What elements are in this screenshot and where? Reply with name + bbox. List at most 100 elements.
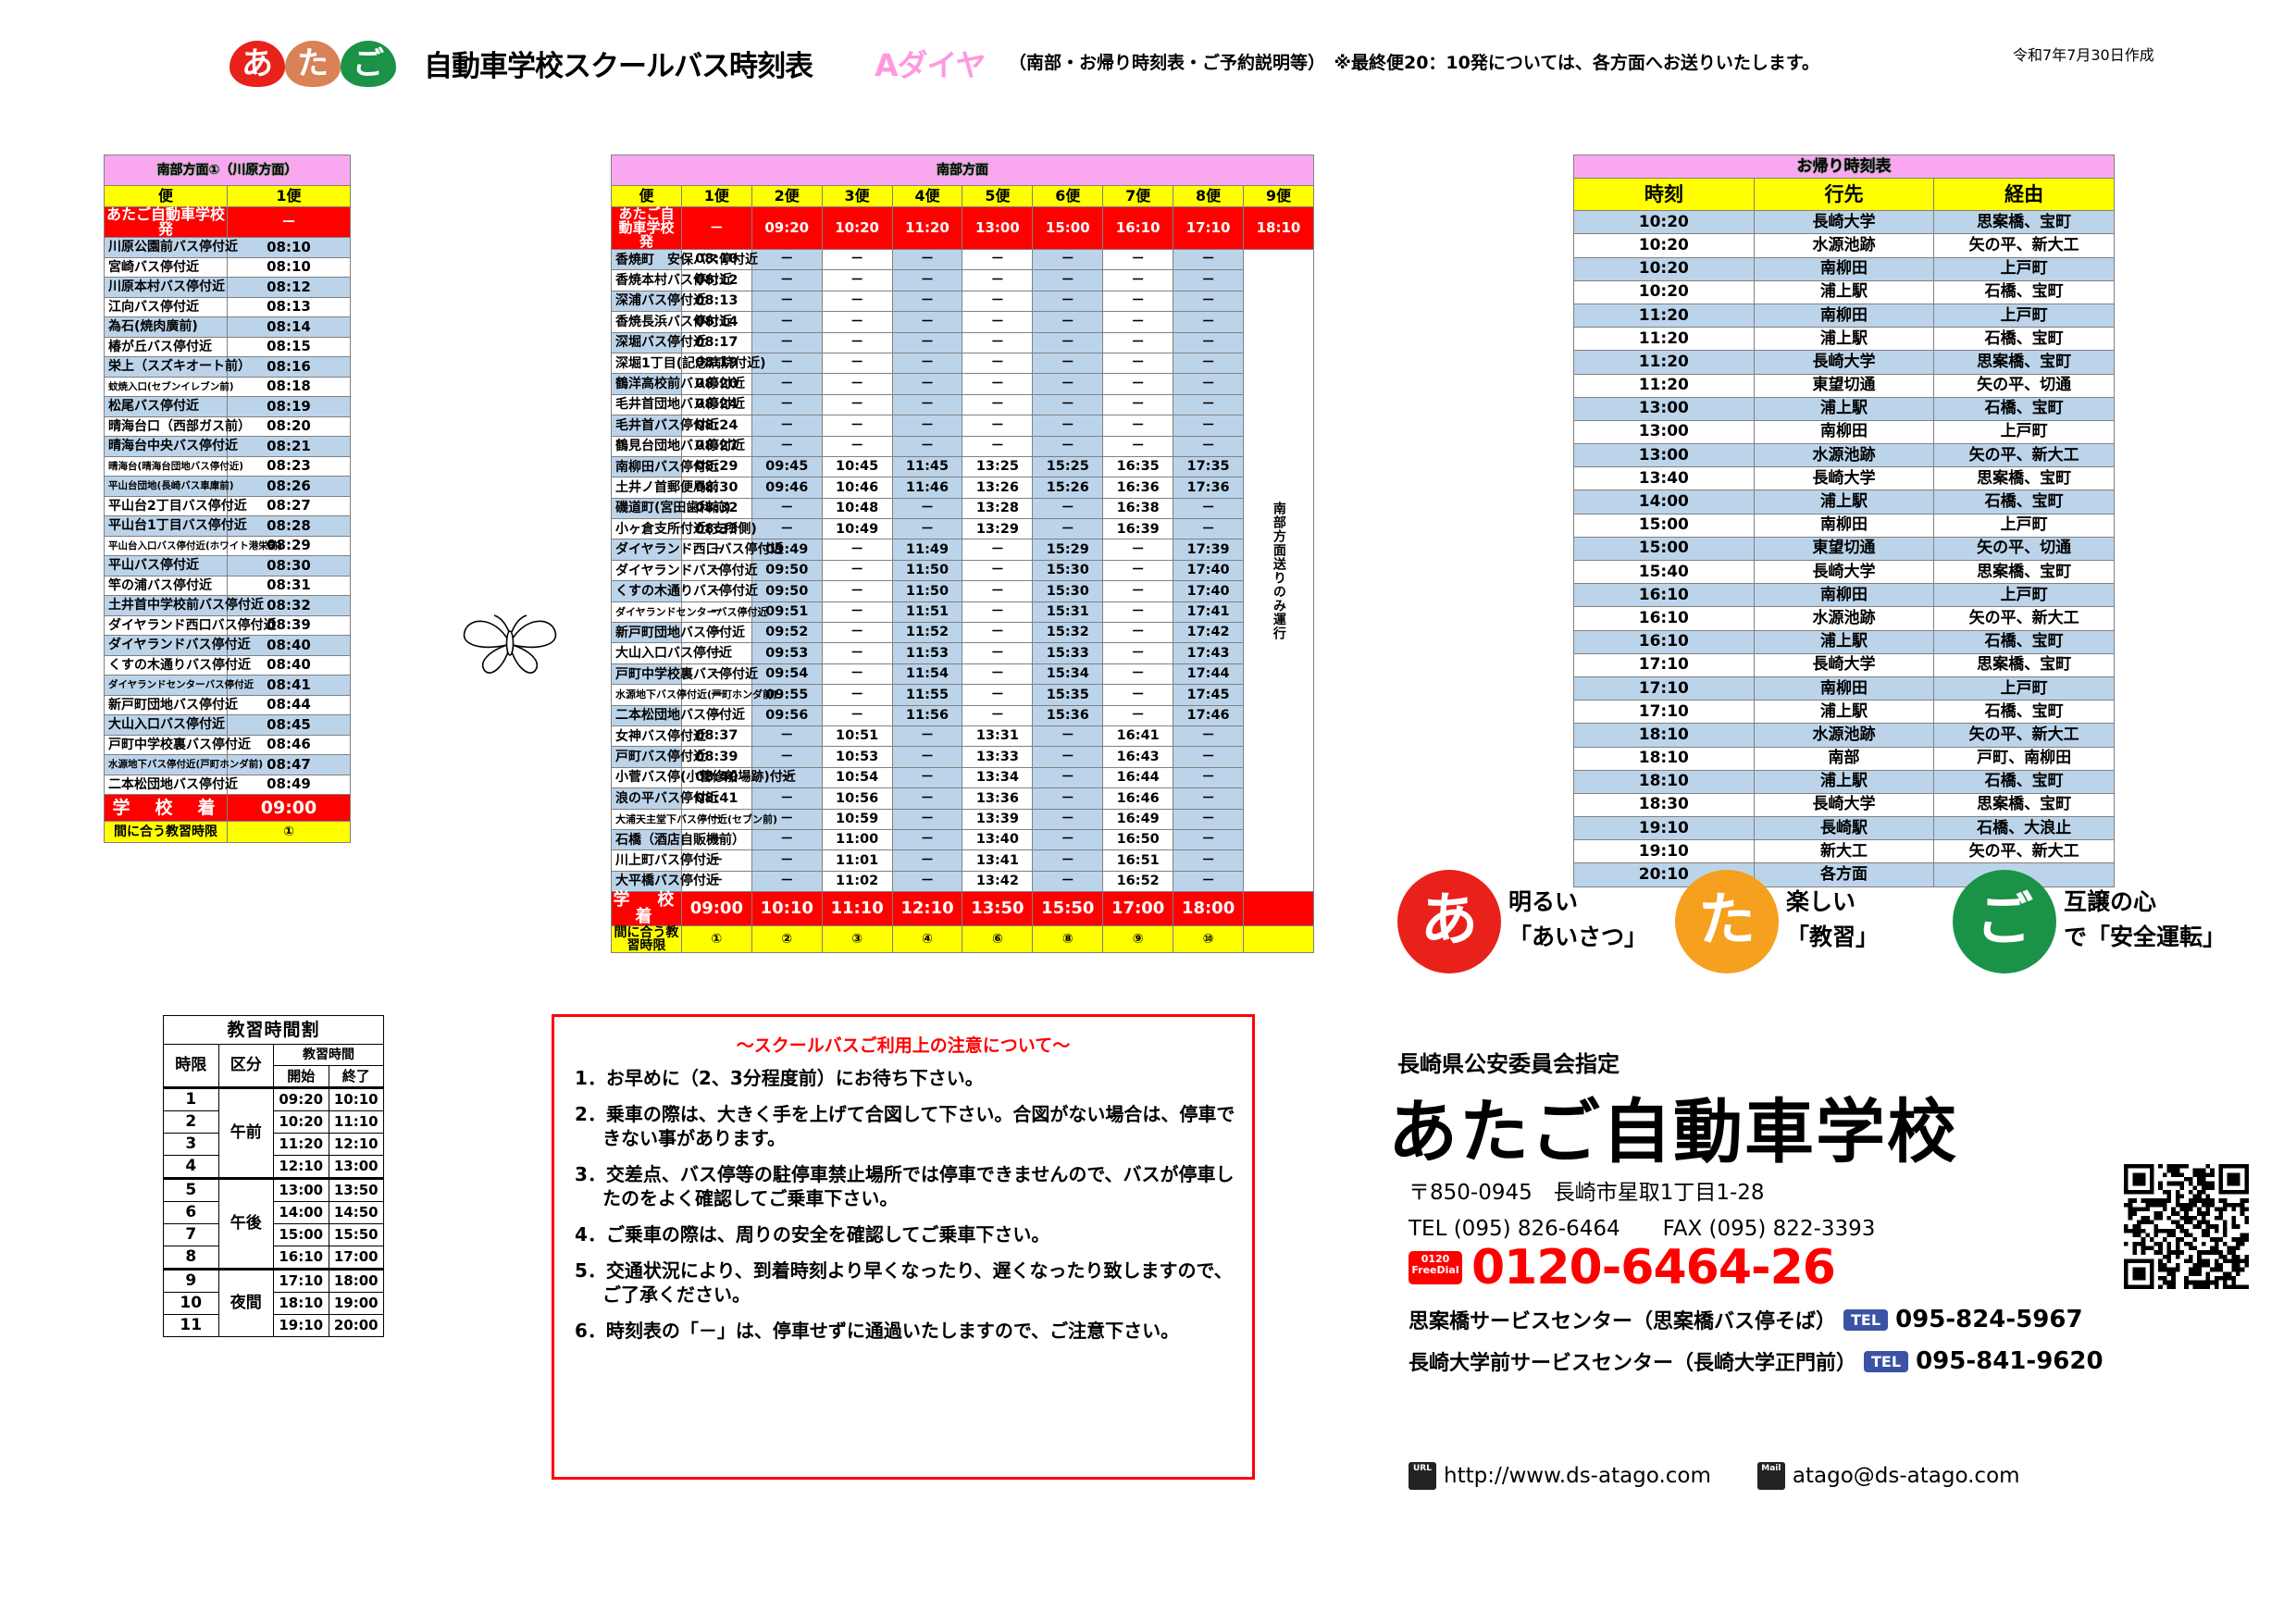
south-time-cell: －	[1102, 580, 1174, 602]
south1-stop-row: 晴海台(晴海台団地バス停付近) 08:23	[104, 455, 351, 477]
south1-stop-row: 椿が丘バス停付近 08:15	[104, 336, 351, 357]
lesson-row: 1 午前 09:20 10:10	[163, 1086, 384, 1179]
south-time-cell: 08:13	[680, 290, 752, 313]
website-url[interactable]: http://www.ds-atago.com	[1444, 1464, 1711, 1488]
south-stop-row: 香焼本村バス停付近 08:12 －－－－－－－	[611, 269, 1314, 291]
return-destination: 新大工	[1753, 839, 1935, 864]
south-time-cell: 15:26	[1032, 477, 1104, 499]
south-footer-value-4: ④	[891, 925, 963, 954]
email-address[interactable]: atago@ds-atago.com	[1792, 1464, 2020, 1488]
return-time: 10:20	[1573, 233, 1755, 258]
notice-item: 6．時刻表の「－」は、停車せずに通過いたしますので、ご注意下さい。	[575, 1319, 1180, 1342]
south-time-cell: 17:46	[1173, 704, 1245, 726]
mail-icon: Mail	[1756, 1462, 1785, 1490]
return-row: 17:10 南柳田 上戸町	[1573, 676, 2115, 701]
south1-footer-row: 間に合う教習時限 ①	[104, 821, 351, 843]
lesson-period-number: 6	[163, 1201, 219, 1224]
south1-arrive-time: 09:00	[227, 794, 351, 822]
south-time-cell: 09:55	[751, 684, 823, 706]
return-via: 上戸町	[1933, 513, 2115, 538]
south-time-cell: 13:42	[962, 870, 1034, 893]
south-time-cell: －	[1173, 518, 1245, 540]
south-time-cell: 09:50	[751, 580, 823, 602]
south-time-cell: 15:36	[1032, 704, 1104, 726]
south1-stop-row: 平山台入口バス停付近(ホワイト港栄前) 08:29	[104, 535, 351, 556]
south-stop-name: 磯道町(宮田歯科前)	[611, 497, 731, 520]
south1-stop-time: 08:12	[227, 277, 351, 298]
south-stop-name: ダイヤランドセンターバス停付近	[611, 601, 768, 624]
south-time-cell: －	[751, 497, 823, 520]
south1-stop-time: 08:13	[227, 296, 351, 317]
south-time-cell: －	[962, 580, 1034, 602]
qr-code	[2124, 1164, 2249, 1289]
lesson-start-time: 17:10	[273, 1268, 329, 1293]
south-stop-name: 香焼長浜バス停付近	[611, 311, 732, 333]
lesson-segment-label: 午後	[217, 1177, 274, 1270]
south1-stop-row: 平山バス停付近 08:30	[104, 555, 351, 576]
south-time-cell: 15:31	[1032, 601, 1104, 624]
return-row: 15:40 長崎大学 思案橋、宝町	[1573, 559, 2115, 585]
return-destination: 南柳田	[1753, 256, 1935, 281]
return-row: 13:00 浦上駅 石橋、宝町	[1573, 396, 2115, 421]
return-destination: 東望切通	[1753, 373, 1935, 398]
south1-col-label: 便	[104, 185, 228, 207]
return-via: 矢の平、切通	[1933, 373, 2115, 398]
return-time: 14:00	[1573, 490, 1755, 514]
south1-stop-row: 晴海台中央バス停付近 08:21	[104, 436, 351, 457]
return-destination: 南柳田	[1753, 419, 1935, 445]
south-stop-row: 川上町バス停付近－－ 11:01 － 13:41 － 16:51 －	[611, 849, 1314, 872]
south-bin-5: 5便	[962, 185, 1034, 207]
south-time-cell: －	[1173, 725, 1245, 748]
south-time-cell: 08:10	[680, 248, 752, 271]
south1-stop-name: 土井首中学校前バス停付近	[104, 595, 264, 616]
slogan-line1-3: 互譲の心	[2064, 888, 2157, 915]
south1-stop-time: 08:14	[227, 316, 351, 338]
south-time-cell: 08:20	[680, 373, 752, 395]
company-name: あたご自動車学校	[1388, 1091, 1959, 1172]
south-time-cell: 16:52	[1102, 870, 1174, 893]
lesson-row: 3 11:20 12:10	[163, 1133, 384, 1156]
south-stop-row: 水源地下バス停付近(戸町ホンダ前)－09:55－11:55－15:35－17:4…	[611, 684, 1314, 706]
return-time: 16:10	[1573, 583, 1755, 608]
south-time-cell: －	[1032, 849, 1104, 872]
south-time-cell: 16:44	[1102, 766, 1174, 789]
lesson-start-time: 13:00	[273, 1177, 329, 1202]
lesson-end-time: 13:50	[328, 1177, 384, 1202]
south1-title: 南部方面①（川原方面）	[104, 155, 351, 186]
south1-stop-time: 08:31	[227, 575, 351, 596]
south1-stop-time: 08:19	[227, 396, 351, 417]
south-time-cell: 09:53	[751, 642, 823, 664]
south-footer-value-6: ⑧	[1032, 925, 1104, 954]
south-time-cell: 10:45	[821, 455, 893, 478]
south1-stop-name: 平山バス停付近	[104, 555, 228, 576]
south-time-cell: －	[751, 415, 823, 437]
lesson-row: 8 16:10 17:00	[163, 1246, 384, 1270]
south-depart-time-4: 11:20	[891, 206, 963, 250]
return-header-2: 行先	[1753, 178, 1935, 212]
return-row: 15:00 南柳田 上戸町	[1573, 513, 2115, 538]
south-bin-2: 2便	[751, 185, 823, 207]
return-via: 矢の平、新大工	[1933, 233, 2115, 258]
south-stop-name: 鶴見台団地バス停付近	[611, 435, 745, 457]
south1-arrive-label: 学 校 着	[104, 794, 228, 822]
south-time-cell: 15:34	[1032, 663, 1104, 686]
south-stop-name: 大浦天主堂下バス停付近(セブン前)	[611, 808, 777, 830]
return-via: 思案橋、宝町	[1933, 210, 2115, 235]
south-time-cell: －	[821, 393, 893, 416]
lesson-row: 9 夜間 17:10 18:00	[163, 1268, 384, 1337]
return-via: 石橋、宝町	[1933, 396, 2115, 421]
south1-stop-row: 松尾バス停付近 08:19	[104, 396, 351, 417]
south-time-cell: －	[751, 331, 823, 353]
south1-stop-name: 川原公園前バス停付近	[104, 237, 238, 258]
south1-stop-name: 竿の浦バス停付近	[104, 575, 228, 596]
south-time-cell: －	[1102, 663, 1174, 686]
south-time-cell: 16:46	[1102, 787, 1174, 810]
south-time-cell: －	[680, 642, 752, 664]
lesson-end-time: 11:10	[328, 1110, 384, 1134]
south-time-cell: －	[962, 415, 1034, 437]
south-time-cell: 17:40	[1173, 559, 1245, 582]
south-time-cell: －	[1032, 787, 1104, 810]
lesson-start-time: 19:10	[273, 1314, 329, 1337]
lesson-segment-label: 午前	[217, 1086, 274, 1179]
south-time-cell: 17:39	[1173, 539, 1245, 561]
